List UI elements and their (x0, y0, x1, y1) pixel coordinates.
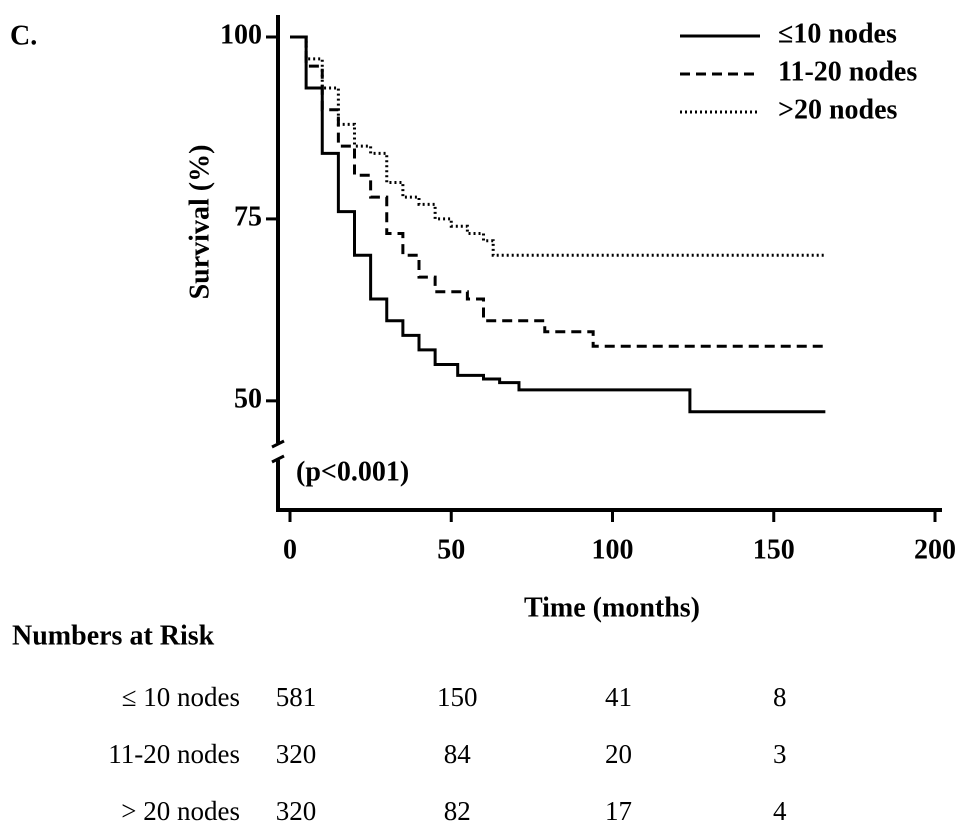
y-tick-label: 100 (220, 19, 262, 50)
legend-label: 11-20 nodes (778, 56, 917, 87)
risk-value: 84 (444, 739, 472, 769)
legend-label: >20 nodes (778, 94, 898, 125)
survival-curve (290, 35, 826, 348)
risk-row-label: > 20 nodes (121, 796, 240, 826)
risk-value: 82 (444, 796, 471, 826)
legend-label: ≤10 nodes (778, 18, 897, 49)
x-axis-label: Time (months) (524, 592, 700, 623)
y-tick-label: 75 (234, 201, 262, 232)
survival-curve (290, 35, 826, 414)
panel-label: C. (10, 20, 37, 51)
risk-value: 320 (276, 739, 317, 769)
risk-value: 41 (605, 682, 632, 712)
x-tick-label: 200 (914, 534, 956, 565)
risk-value: 8 (773, 682, 787, 712)
risk-row-label: ≤ 10 nodes (122, 682, 240, 712)
x-tick-label: 150 (753, 534, 795, 565)
y-axis-label: Survival (%) (184, 145, 215, 300)
risk-value: 20 (605, 739, 632, 769)
x-tick-label: 100 (592, 534, 634, 565)
risk-value: 150 (437, 682, 478, 712)
risk-value: 4 (773, 796, 787, 826)
risk-value: 3 (773, 739, 787, 769)
x-tick-label: 0 (283, 534, 297, 565)
risk-value: 17 (605, 796, 632, 826)
survival-curve (290, 35, 826, 257)
risk-value: 320 (276, 796, 317, 826)
risk-value: 581 (276, 682, 317, 712)
risk-row-label: 11-20 nodes (108, 739, 240, 769)
x-tick-label: 50 (437, 534, 465, 565)
y-tick-label: 50 (234, 383, 262, 414)
axis-break (271, 439, 285, 449)
risk-table-title: Numbers at Risk (12, 620, 215, 651)
annotation: (p<0.001) (296, 456, 409, 487)
axis-break (271, 454, 285, 464)
